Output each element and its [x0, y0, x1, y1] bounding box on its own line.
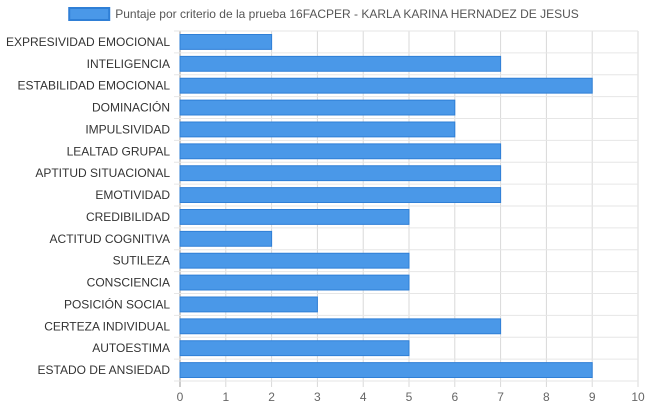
bar[interactable]: [179, 143, 502, 160]
category-label: CONSCIENCIA: [87, 276, 170, 290]
x-tick-label: 4: [360, 390, 367, 404]
category-label: CREDIBILIDAD: [86, 210, 170, 224]
bar[interactable]: [179, 274, 410, 291]
category-label: APTITUD SITUACIONAL: [35, 166, 170, 180]
bar[interactable]: [179, 209, 410, 225]
x-tick-label: 7: [497, 390, 504, 404]
x-tick-label: 0: [177, 390, 184, 404]
x-tick-label: 10: [631, 390, 645, 404]
category-label: AUTOESTIMA: [92, 341, 170, 355]
category-label: INTELIGENCIA: [87, 57, 170, 71]
bars: [179, 34, 593, 378]
category-label: ESTABILIDAD EMOCIONAL: [18, 79, 171, 93]
category-label: IMPULSIVIDAD: [85, 122, 170, 136]
x-tick-label: 1: [222, 390, 229, 404]
bar[interactable]: [179, 296, 318, 313]
x-tick-label: 6: [451, 390, 458, 404]
category-label: EMOTIVIDAD: [95, 188, 170, 202]
bar[interactable]: [179, 318, 502, 335]
category-label: DOMINACIÓN: [92, 100, 170, 115]
bar[interactable]: [179, 77, 593, 94]
x-tick-label: 2: [268, 390, 275, 404]
bar[interactable]: [179, 121, 456, 138]
bar[interactable]: [179, 187, 502, 203]
bar[interactable]: [179, 165, 502, 182]
bar[interactable]: [179, 362, 593, 378]
category-label: CERTEZA INDIVIDUAL: [44, 319, 170, 333]
category-label: ESTADO DE ANSIEDAD: [38, 363, 171, 377]
category-label: POSICIÓN SOCIAL: [64, 296, 170, 311]
legend-swatch[interactable]: [68, 7, 111, 21]
bar[interactable]: [179, 340, 410, 357]
category-labels: EXPRESIVIDAD EMOCIONAL INTELIGENCIA ESTABI…: [6, 35, 170, 377]
category-label: LEALTAD GRUPAL: [67, 144, 171, 158]
legend[interactable]: Puntaje por criterio de la prueba 16FACP…: [68, 7, 579, 21]
x-tick-label: 9: [589, 390, 596, 404]
bar[interactable]: [179, 99, 456, 116]
bar[interactable]: [179, 55, 502, 72]
x-tick-labels: 0 1 2 3 4 5 6 7 8 9 10: [177, 390, 645, 404]
legend-label[interactable]: Puntaje por criterio de la prueba 16FACP…: [115, 7, 579, 21]
bar[interactable]: [179, 230, 273, 247]
bar[interactable]: [179, 34, 273, 50]
x-tick-label: 3: [314, 390, 321, 404]
category-label: EXPRESIVIDAD EMOCIONAL: [6, 35, 170, 49]
bar[interactable]: [179, 252, 410, 269]
category-label: SUTILEZA: [113, 254, 170, 268]
category-label: ACTITUD COGNITIVA: [50, 232, 170, 246]
x-tick-label: 5: [406, 390, 413, 404]
x-tick-label: 8: [543, 390, 550, 404]
